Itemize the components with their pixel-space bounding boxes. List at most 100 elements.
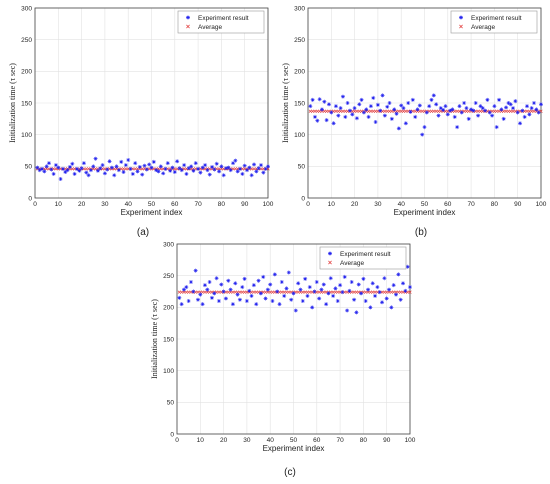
experiment-point (37, 168, 42, 173)
x-tick-label: 100 (263, 201, 274, 208)
legend-label-average: Average (340, 260, 364, 267)
x-tick-label: 70 (336, 437, 344, 444)
y-tick-label: 200 (21, 69, 32, 76)
average-point (266, 290, 270, 294)
experiment-point (356, 282, 361, 287)
average-point (382, 290, 386, 294)
experiment-point (133, 161, 138, 166)
experiment-point (361, 110, 366, 115)
experiment-point (130, 171, 135, 176)
experiment-point (270, 299, 275, 303)
average-point (439, 109, 443, 113)
experiment-point (305, 293, 310, 298)
average-point (315, 109, 319, 113)
x-tick-label: 70 (194, 201, 202, 208)
experiment-point (363, 299, 368, 303)
experiment-point (184, 285, 189, 290)
experiment-point (405, 264, 410, 269)
experiment-point (340, 290, 345, 295)
average-point (124, 167, 128, 171)
experiment-point (237, 297, 242, 302)
experiment-point (217, 169, 222, 174)
experiment-point (384, 296, 389, 301)
experiment-point (195, 297, 200, 302)
average-point (233, 167, 237, 171)
experiment-point (212, 291, 217, 296)
average-point (240, 290, 244, 294)
panel-label: (c) (284, 467, 296, 478)
experiment-point (329, 110, 334, 115)
experiment-point (515, 110, 520, 115)
experiment-point (214, 276, 219, 281)
y-tick-label: 200 (163, 305, 174, 312)
experiment-point (228, 168, 233, 173)
experiment-point (238, 166, 243, 171)
experiment-point (226, 278, 231, 283)
experiment-point (88, 168, 93, 173)
experiment-point (163, 166, 168, 171)
experiment-point (307, 285, 312, 290)
y-tick-label: 50 (298, 164, 306, 171)
average-point (126, 167, 130, 171)
average-point (539, 109, 543, 113)
average-point (249, 290, 254, 294)
average-point (236, 167, 240, 171)
average-point (333, 290, 338, 294)
average-point (180, 290, 184, 294)
average-point (270, 290, 275, 294)
average-point (208, 167, 212, 171)
average-point (119, 167, 123, 171)
legend-label-average: Average (471, 24, 495, 31)
average-point (369, 109, 373, 113)
experiment-point (205, 287, 210, 292)
experiment-point (312, 289, 317, 294)
experiment-point (189, 164, 194, 169)
average-point (387, 109, 392, 113)
average-point (135, 167, 140, 171)
experiment-point (210, 164, 215, 169)
average-point (289, 290, 293, 294)
average-point (187, 290, 191, 294)
average-point (287, 290, 291, 294)
experiment-point (408, 285, 412, 290)
experiment-point (200, 165, 205, 170)
experiment-point (424, 110, 429, 115)
average-point (194, 167, 198, 171)
legend-box (177, 10, 265, 34)
legend: Experiment result Average (177, 10, 265, 34)
experiment-point (242, 163, 247, 168)
experiment-point (224, 166, 229, 171)
average-point (446, 109, 450, 113)
experiment-point (380, 93, 385, 98)
average-point (396, 290, 400, 294)
experiment-point (300, 299, 305, 303)
experiment-point (284, 286, 289, 291)
experiment-point (86, 173, 91, 178)
average-point (457, 109, 462, 113)
average-point (504, 109, 508, 113)
experiment-point (49, 167, 54, 172)
y-tick-label: 0 (28, 195, 32, 202)
experiment-point (144, 167, 149, 172)
experiment-point (487, 110, 492, 115)
average-point (394, 109, 399, 113)
experiment-point (277, 302, 282, 307)
experiment-point (35, 165, 40, 170)
average-point (280, 290, 284, 294)
average-point (334, 109, 338, 113)
average-point (219, 290, 223, 294)
experiment-point (198, 170, 203, 175)
experiment-point (434, 102, 439, 107)
experiment-point (128, 166, 133, 171)
experiment-point (72, 171, 77, 176)
experiment-point (382, 113, 387, 118)
experiment-point (116, 168, 121, 173)
y-tick-label: 100 (21, 132, 32, 139)
experiment-point (340, 94, 345, 99)
experiment-point (415, 107, 420, 112)
experiment-point (375, 285, 380, 290)
experiment-point (380, 300, 385, 305)
experiment-point (202, 283, 207, 288)
average-point (231, 290, 235, 294)
average-point (52, 167, 56, 171)
